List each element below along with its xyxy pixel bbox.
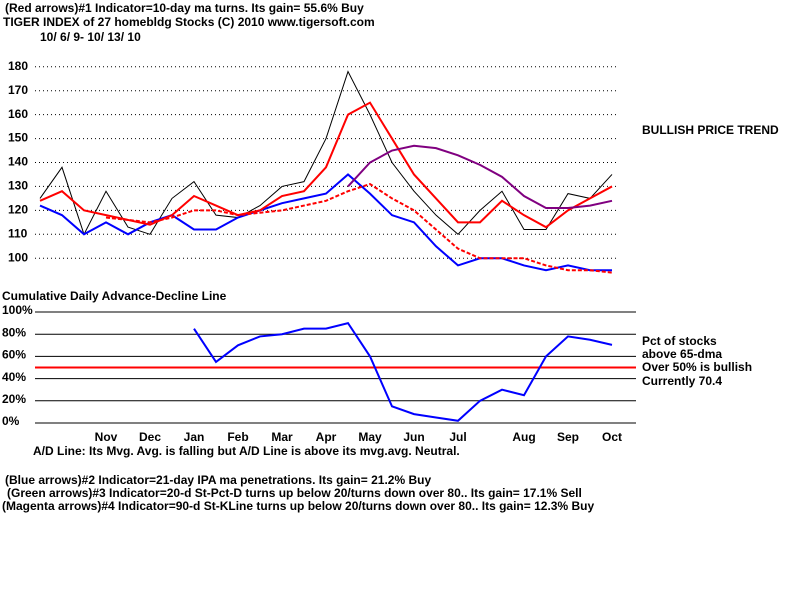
panel-note: Over 50% is bullish — [642, 360, 752, 374]
ad-line — [193, 321, 613, 422]
y2-tick-label: 0% — [2, 414, 20, 428]
chart-subtitle: 10/ 6/ 9- 10/ 13/ 10 — [40, 30, 141, 44]
x-tick-label: Mar — [271, 430, 293, 444]
y-tick-label: 170 — [8, 83, 28, 97]
y2-tick-label: 40% — [2, 370, 26, 384]
price-line — [347, 144, 613, 209]
y-tick-label: 140 — [8, 155, 28, 169]
price-line — [39, 70, 613, 236]
x-tick-label: Jul — [449, 430, 466, 444]
x-tick-label: Jan — [184, 430, 205, 444]
y-tick-label: 120 — [8, 203, 28, 217]
y-tick-label: 160 — [8, 107, 28, 121]
y-tick-label: 130 — [8, 179, 28, 193]
y-tick-label: 100 — [8, 250, 28, 264]
indicator-note: (Red arrows)#1 Indicator=10-day ma turns… — [5, 1, 364, 15]
x-tick-label: Sep — [557, 430, 579, 444]
y2-tick-label: 20% — [2, 392, 26, 406]
indicator-note: (Magenta arrows)#4 Indicator=90-d St-KLi… — [2, 499, 594, 513]
price-line — [39, 101, 613, 229]
trend-note: BULLISH PRICE TREND — [642, 123, 779, 137]
price-line — [105, 182, 613, 274]
panel-note: Currently 70.4 — [642, 374, 722, 388]
price-line — [39, 173, 612, 272]
x-tick-label: Dec — [139, 430, 161, 444]
y-tick-label: 150 — [8, 131, 28, 145]
panel-title: Cumulative Daily Advance-Decline Line — [2, 289, 227, 303]
y-tick-label: 180 — [8, 59, 28, 73]
indicator-note: (Green arrows)#3 Indicator=20-d St-Pct-D… — [7, 486, 582, 500]
y2-tick-label: 100% — [2, 303, 33, 317]
x-tick-label: Aug — [512, 430, 535, 444]
y-tick-label: 110 — [8, 226, 28, 240]
indicator-note: (Blue arrows)#2 Indicator=21-day IPA ma … — [5, 473, 431, 487]
x-tick-label: Nov — [95, 430, 118, 444]
x-tick-label: Apr — [316, 430, 337, 444]
chart-title: TIGER INDEX of 27 homebldg Stocks (C) 20… — [3, 15, 375, 29]
x-tick-label: May — [358, 430, 382, 444]
ad-note: A/D Line: Its Mvg. Avg. is falling but A… — [33, 444, 460, 458]
panel-note: above 65-dma — [642, 347, 722, 361]
y2-tick-label: 60% — [2, 348, 26, 362]
x-tick-label: Feb — [227, 430, 248, 444]
panel-note: Pct of stocks — [642, 334, 717, 348]
x-tick-label: Jun — [403, 430, 424, 444]
y2-tick-label: 80% — [2, 325, 26, 339]
x-tick-label: Oct — [602, 430, 622, 444]
